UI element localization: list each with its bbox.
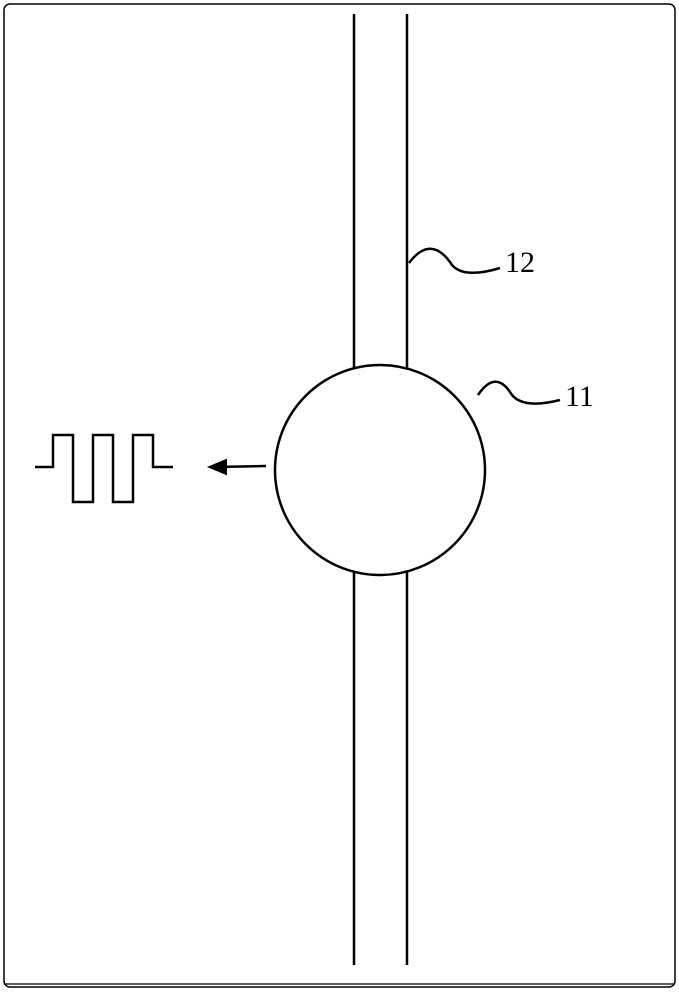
label-11: 11 [565,380,594,414]
label-12: 12 [505,246,535,280]
diagram-svg [0,0,679,1000]
